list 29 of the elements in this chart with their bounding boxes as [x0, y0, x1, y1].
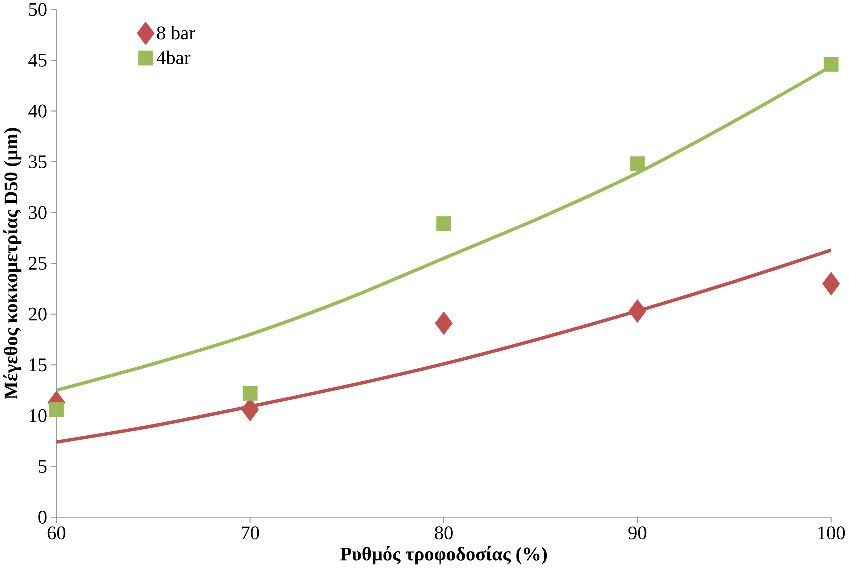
y-tick-label: 10 — [30, 409, 47, 422]
point — [628, 300, 647, 324]
point — [49, 402, 64, 418]
y-tick-label: 5 — [39, 460, 47, 474]
point — [436, 216, 452, 232]
point — [822, 272, 840, 296]
y-tick-label: 20 — [29, 308, 47, 321]
legend-label: 4bar — [156, 50, 191, 64]
x-tick-label: 90 — [628, 526, 647, 540]
point — [435, 312, 453, 336]
legend-label: 8 bar — [157, 26, 196, 40]
y-axis-title: Μέγεθος κοκκομετρίας D50 (μm) — [3, 128, 22, 400]
x-tick-label: 80 — [435, 526, 453, 540]
point — [242, 386, 258, 402]
y-tick-label: 45 — [28, 54, 47, 67]
x-tick-label: 60 — [48, 526, 66, 540]
point — [824, 57, 839, 72]
y-tick-label: 30 — [29, 206, 47, 220]
y-tick-label: 35 — [29, 156, 47, 169]
line-series — [56, 248, 832, 444]
y-tick-label: 0 — [38, 511, 47, 524]
x-axis-title: Ρυθμός τροφοδοσίας (%) — [340, 546, 548, 565]
y-tick-label: 50 — [29, 3, 47, 16]
x-tick-label: 70 — [242, 526, 260, 540]
y-tick-label: 25 — [29, 257, 47, 270]
y-tick-label: 40 — [28, 104, 47, 118]
x-tick-label: 100 — [818, 526, 846, 540]
y-tick-label: 15 — [30, 358, 47, 372]
point — [630, 156, 646, 172]
